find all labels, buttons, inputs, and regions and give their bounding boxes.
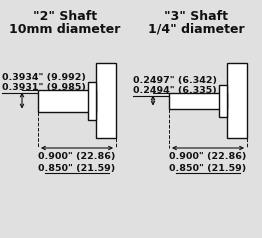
- Bar: [96, 63, 116, 138]
- Text: 0.2497" (6.342): 0.2497" (6.342): [133, 76, 217, 85]
- Text: "3" Shaft: "3" Shaft: [164, 10, 228, 23]
- Bar: [169, 93, 227, 109]
- Text: 1/4" diameter: 1/4" diameter: [148, 23, 244, 36]
- Text: 0.3934" (9.992): 0.3934" (9.992): [2, 73, 86, 82]
- Bar: [38, 89, 96, 111]
- Bar: [88, 81, 96, 119]
- Text: 0.3931" (9.985): 0.3931" (9.985): [2, 83, 86, 92]
- Text: 0.2494" (6.335): 0.2494" (6.335): [133, 86, 217, 95]
- Bar: [227, 63, 247, 138]
- Text: 0.900" (22.86): 0.900" (22.86): [38, 153, 116, 162]
- Bar: [219, 84, 227, 116]
- Text: 0.850" (21.59): 0.850" (21.59): [38, 164, 116, 173]
- Text: "2" Shaft: "2" Shaft: [33, 10, 97, 23]
- Text: 10mm diameter: 10mm diameter: [9, 23, 121, 36]
- Text: 0.900" (22.86): 0.900" (22.86): [169, 153, 247, 162]
- Text: 0.850" (21.59): 0.850" (21.59): [169, 164, 247, 173]
